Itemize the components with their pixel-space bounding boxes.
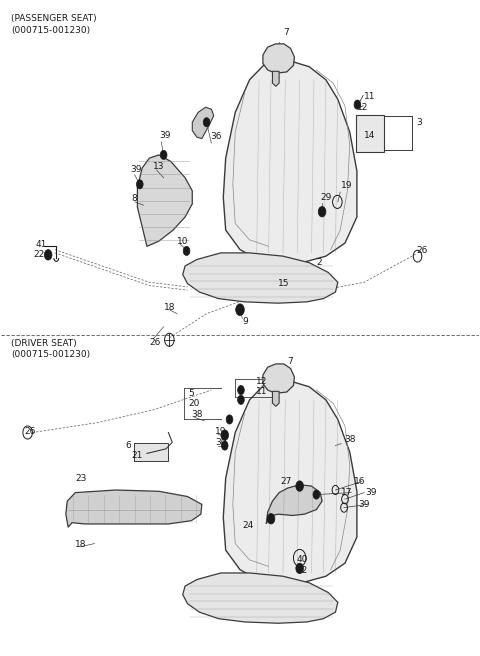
- Circle shape: [203, 117, 210, 127]
- Text: 12: 12: [256, 377, 267, 386]
- Text: 26: 26: [149, 338, 161, 347]
- Circle shape: [313, 490, 320, 499]
- Text: 13: 13: [153, 161, 164, 171]
- Text: 19: 19: [341, 181, 353, 190]
- Text: 16: 16: [354, 477, 365, 486]
- Text: 41: 41: [36, 240, 47, 249]
- Text: 3: 3: [417, 117, 422, 127]
- Text: 11: 11: [364, 92, 375, 100]
- Text: 21: 21: [131, 451, 143, 460]
- Text: (000715-001230): (000715-001230): [11, 26, 90, 35]
- Text: 6: 6: [125, 441, 131, 450]
- Circle shape: [296, 481, 303, 491]
- Circle shape: [221, 430, 228, 440]
- Text: 9: 9: [242, 317, 248, 326]
- Polygon shape: [223, 60, 357, 262]
- Polygon shape: [223, 380, 357, 583]
- Polygon shape: [192, 107, 214, 138]
- Polygon shape: [137, 155, 192, 247]
- Polygon shape: [183, 253, 338, 303]
- Text: 39: 39: [365, 488, 376, 497]
- Text: 12: 12: [357, 103, 368, 112]
- Text: (DRIVER SEAT): (DRIVER SEAT): [11, 339, 77, 348]
- Text: 7: 7: [287, 358, 292, 367]
- Text: (000715-001230): (000715-001230): [11, 350, 90, 359]
- Circle shape: [318, 207, 326, 217]
- Text: 22: 22: [34, 250, 45, 258]
- Circle shape: [44, 250, 52, 260]
- Text: 8: 8: [131, 194, 137, 203]
- Text: 22: 22: [296, 567, 308, 575]
- Text: 36: 36: [210, 132, 222, 141]
- Text: 23: 23: [75, 474, 87, 483]
- Text: 20: 20: [189, 399, 200, 407]
- Circle shape: [226, 415, 233, 424]
- Text: 29: 29: [320, 193, 332, 202]
- Text: 24: 24: [242, 521, 253, 530]
- Circle shape: [221, 441, 228, 450]
- Text: 39: 39: [359, 500, 370, 509]
- Text: 15: 15: [278, 279, 289, 288]
- Text: 7: 7: [283, 28, 288, 37]
- Text: 18: 18: [75, 541, 87, 549]
- Circle shape: [136, 180, 143, 189]
- Text: 14: 14: [364, 131, 375, 140]
- Polygon shape: [263, 364, 294, 394]
- Text: 26: 26: [24, 426, 36, 436]
- Polygon shape: [66, 490, 202, 527]
- Text: 10: 10: [177, 237, 189, 246]
- Polygon shape: [183, 573, 338, 623]
- Text: 38: 38: [192, 410, 203, 419]
- Text: 5: 5: [189, 389, 194, 398]
- Text: 30: 30: [215, 438, 227, 447]
- Polygon shape: [263, 44, 294, 73]
- Circle shape: [160, 150, 167, 159]
- FancyBboxPatch shape: [133, 443, 168, 461]
- Polygon shape: [266, 485, 322, 524]
- Circle shape: [267, 514, 275, 524]
- Polygon shape: [273, 72, 279, 87]
- Circle shape: [238, 386, 244, 395]
- Circle shape: [238, 396, 244, 405]
- Text: 40: 40: [296, 556, 308, 564]
- Text: 11: 11: [256, 387, 267, 396]
- Text: 26: 26: [417, 247, 428, 255]
- Circle shape: [296, 563, 303, 573]
- Text: 18: 18: [164, 302, 175, 312]
- Text: 19: 19: [215, 426, 227, 436]
- Text: 2: 2: [316, 258, 322, 267]
- Circle shape: [354, 100, 361, 109]
- Text: 39: 39: [159, 131, 170, 140]
- Text: 38: 38: [344, 434, 356, 443]
- Text: 27: 27: [281, 477, 292, 486]
- Text: 17: 17: [341, 488, 353, 497]
- Polygon shape: [273, 392, 279, 406]
- Text: (PASSENGER SEAT): (PASSENGER SEAT): [11, 14, 96, 24]
- Circle shape: [183, 247, 190, 255]
- FancyBboxPatch shape: [357, 115, 384, 152]
- Text: 39: 39: [130, 165, 142, 174]
- Circle shape: [236, 304, 244, 316]
